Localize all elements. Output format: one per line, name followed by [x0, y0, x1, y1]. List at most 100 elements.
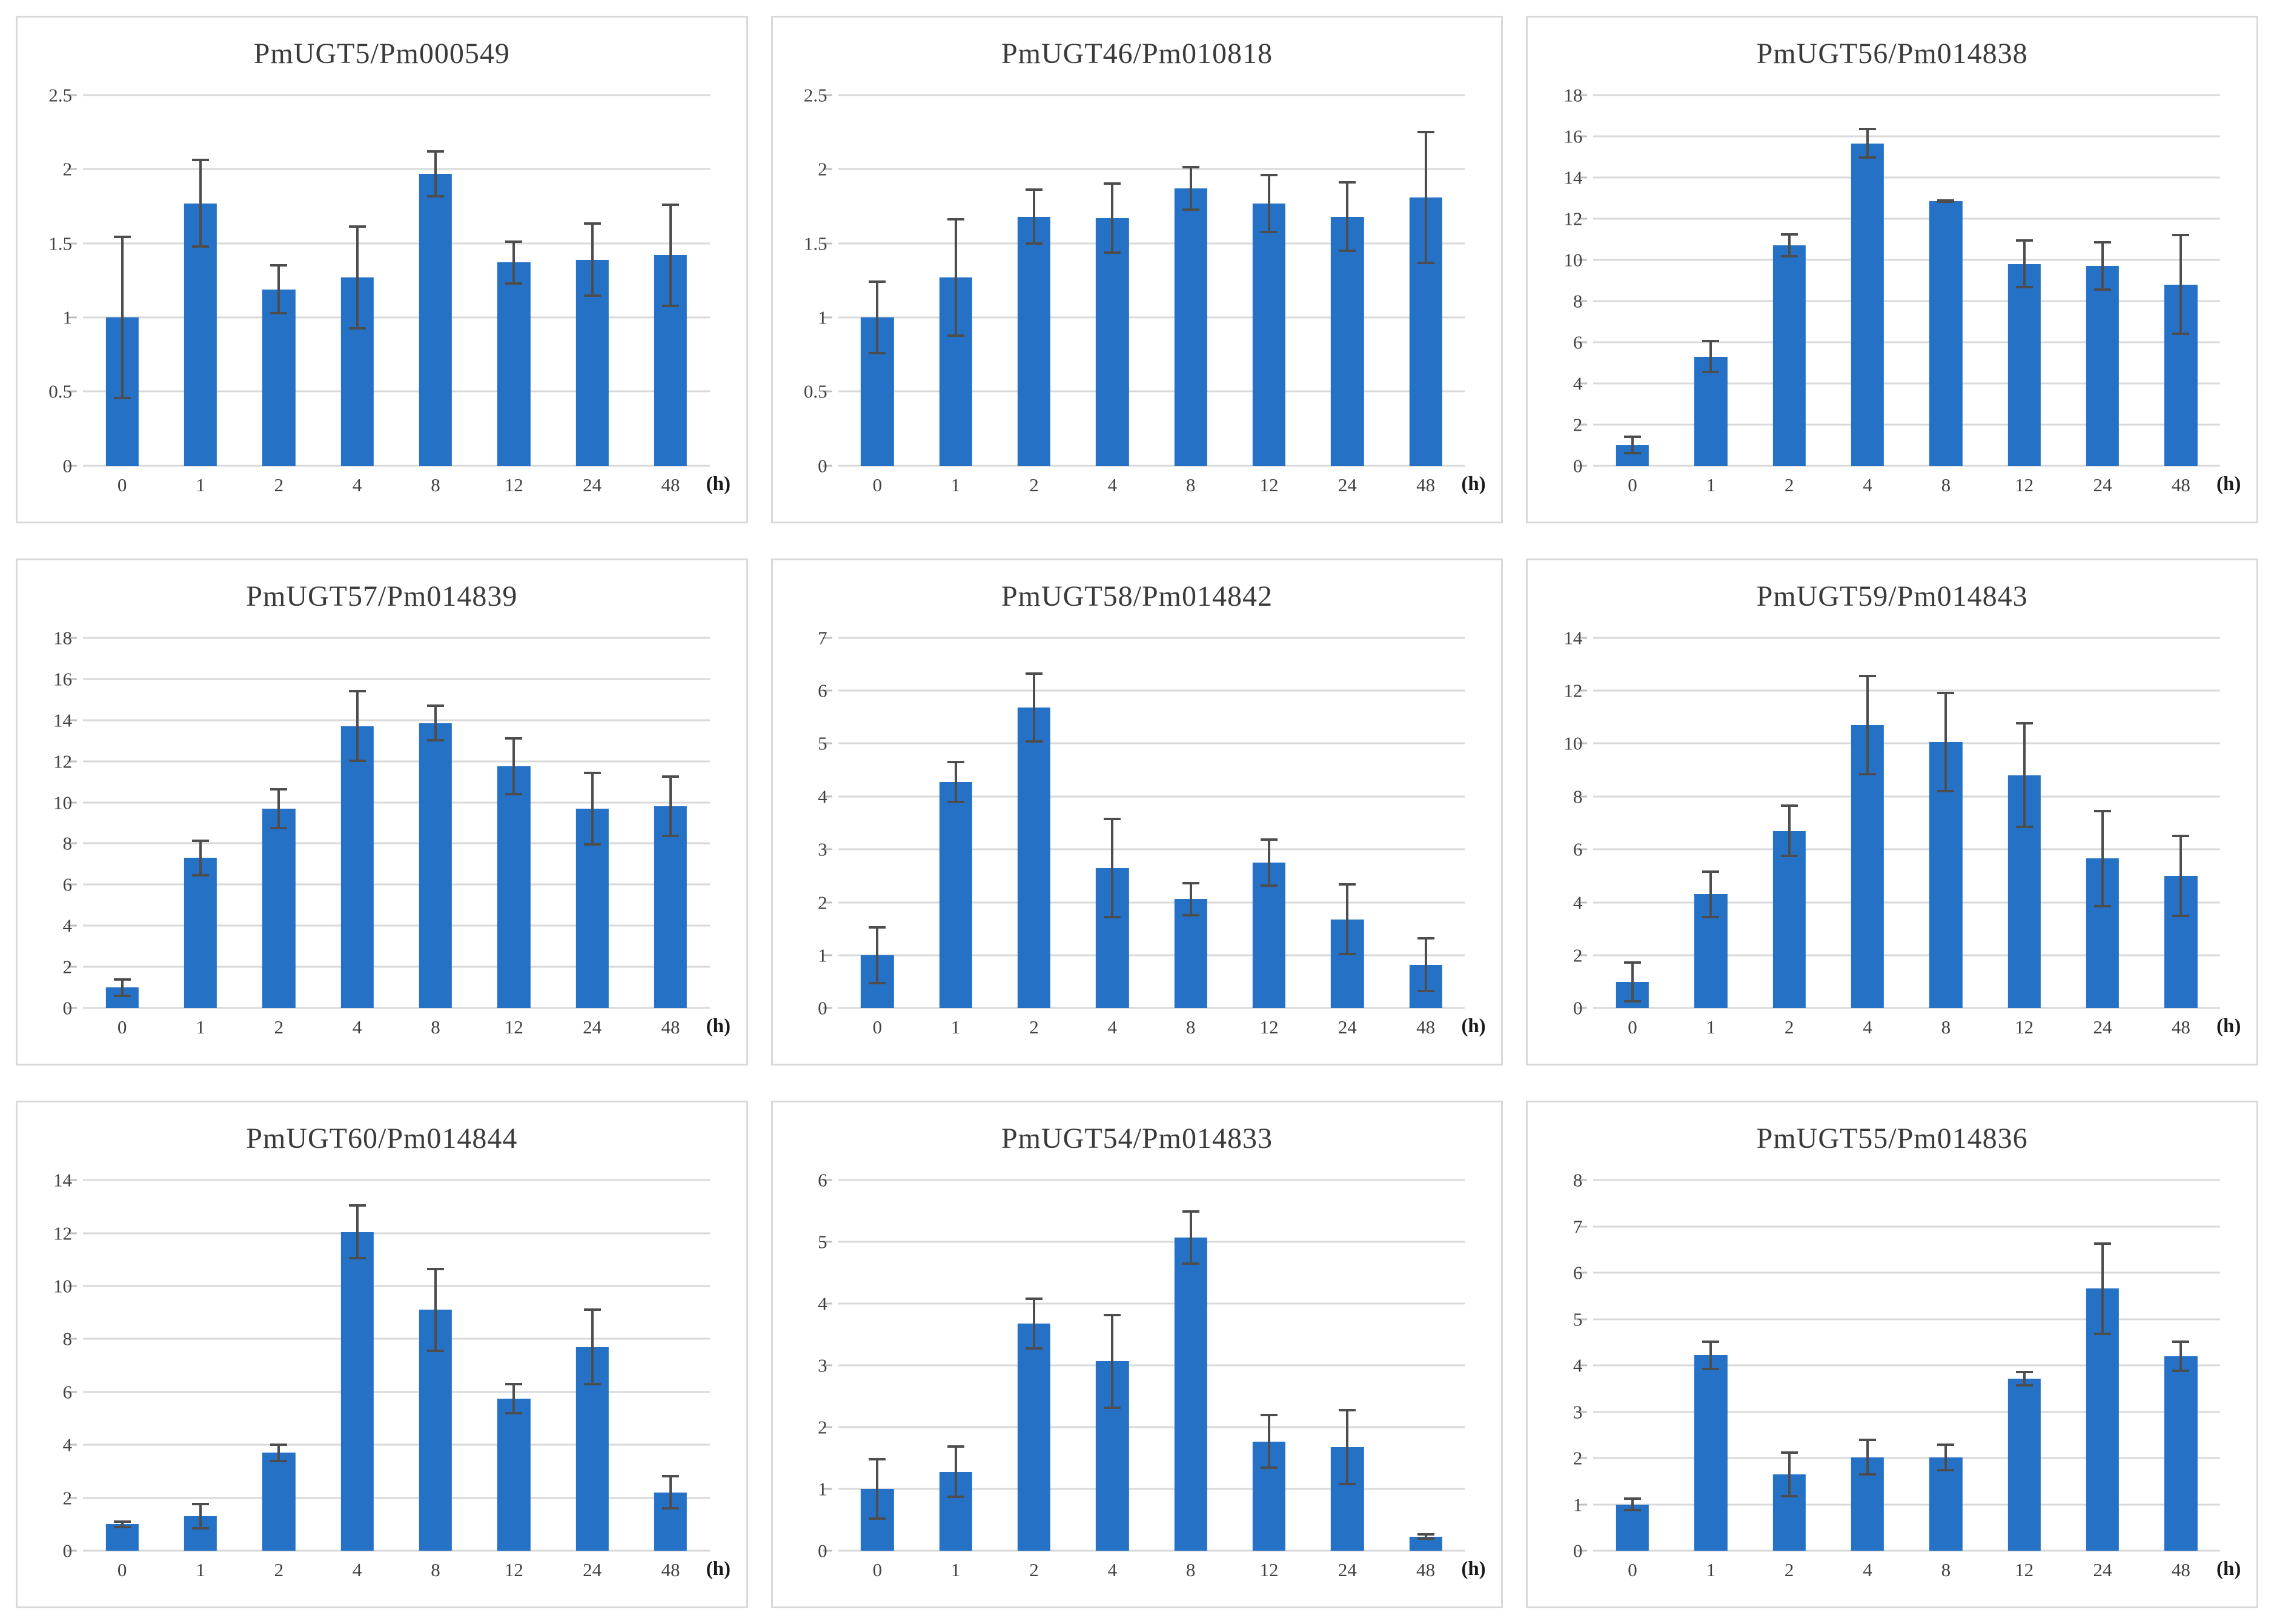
- y-tick-mark: [822, 901, 832, 904]
- x-tick-label: 4: [1107, 1559, 1118, 1580]
- error-bar-line: [1709, 1340, 1712, 1370]
- x-tick-label: 0: [872, 1559, 883, 1580]
- y-tick-mark: [67, 1179, 77, 1181]
- x-tick-label: 12: [1259, 474, 1279, 495]
- chart-panel: PmUGT46/Pm010818 0 0.5 1 1.5 2 2.5 0 1 2 4 8 12 24 48(…: [771, 16, 1503, 523]
- error-bar-cap-top: [947, 218, 964, 221]
- y-tick-label: 10: [1563, 732, 1583, 754]
- y-tick-label: 0: [818, 455, 827, 477]
- x-tick-label: 1: [950, 474, 961, 495]
- gridline: [83, 1443, 710, 1446]
- y-tick-label: 4: [818, 1293, 827, 1314]
- plot-area: 0 2 4 6 8 10 12 14 16 18 0 1 2 4 8 12 24 48 (h): [53, 628, 731, 1036]
- y-tick-mark: [1577, 1007, 1588, 1009]
- gridline: [838, 1549, 1465, 1552]
- y-tick-mark: [822, 795, 832, 798]
- y-tick-label: 16: [1563, 125, 1583, 147]
- x-tick-label: 8: [1941, 474, 1951, 495]
- gridline: [838, 390, 1465, 393]
- error-bar-cap-bottom: [2093, 905, 2111, 908]
- error-bar-line: [1189, 881, 1192, 917]
- error-bar-line: [2101, 241, 2104, 291]
- error-bar-cap-bottom: [2015, 1384, 2033, 1387]
- gridline: [838, 465, 1465, 467]
- error-bar-line: [356, 225, 359, 330]
- x-tick-label: 24: [583, 1016, 602, 1038]
- y-tick-label: 1: [62, 307, 73, 328]
- gridline: [83, 94, 710, 96]
- error-bar-line: [2023, 722, 2026, 829]
- error-bar-cap-bottom: [348, 760, 366, 763]
- y-tick-mark: [67, 966, 77, 968]
- y-tick-mark: [1577, 742, 1588, 744]
- gridline: [1593, 1271, 2220, 1274]
- error-bar-cap-top: [1780, 1451, 1798, 1454]
- error-bar-line: [954, 218, 957, 337]
- y-tick-label: 2: [62, 956, 73, 978]
- chart-panel: PmUGT55/Pm014836 0 1 2 3 4 5 6 7 8 0 1 2 4 8 12 24 48 (h): [1526, 1101, 2258, 1608]
- error-bar-cap-bottom: [270, 826, 288, 829]
- error-bar-cap-top: [1858, 128, 1876, 131]
- x-tick-label: 8: [431, 1016, 440, 1038]
- chart-panel: PmUGT57/Pm014839 0 2 4 6 8 10 12 14 16 18 0 1 2 4 8 12 24…: [16, 558, 748, 1066]
- y-tick-mark: [67, 1497, 77, 1499]
- y-tick-mark: [822, 1179, 832, 1181]
- y-tick-mark: [1577, 637, 1588, 639]
- error-bar-line: [434, 704, 437, 742]
- gridline: [83, 1007, 710, 1009]
- bar: [2007, 263, 2041, 466]
- gridline: [838, 1179, 1465, 1181]
- error-bar-line: [1788, 804, 1791, 858]
- y-tick-label: 10: [53, 792, 72, 813]
- chart-panel: PmUGT60/Pm014844 0 2 4 6 8 10 12 14 0 1 2 4 8 12 24 48 (h…: [16, 1101, 748, 1608]
- y-tick-label: 0: [1573, 997, 1583, 1019]
- y-tick-label: 8: [62, 832, 73, 854]
- y-tick-mark: [1577, 795, 1588, 798]
- bar: [262, 808, 296, 1009]
- x-tick-label: 8: [1941, 1559, 1951, 1580]
- y-tick-label: 1: [818, 1478, 827, 1500]
- y-tick-mark: [67, 637, 77, 639]
- gridline: [1593, 742, 2220, 744]
- gridline: [838, 954, 1465, 956]
- error-bar-cap-bottom: [348, 326, 366, 330]
- error-bar-line: [669, 1475, 672, 1510]
- gridline: [838, 1007, 1465, 1009]
- error-bar-cap-bottom: [1182, 208, 1199, 211]
- y-tick-mark: [1577, 217, 1588, 220]
- error-bar-line: [591, 222, 594, 297]
- error-bar-cap-top: [2015, 722, 2033, 725]
- bar: [1694, 356, 1728, 466]
- x-tick-label: 1: [1706, 1016, 1716, 1038]
- y-tick-label: 4: [1573, 373, 1583, 394]
- error-bar-line: [1944, 692, 1947, 793]
- gridline: [83, 1285, 710, 1287]
- error-bar-cap-top: [1702, 1340, 1720, 1343]
- error-bar-cap-top: [426, 704, 444, 708]
- gridline: [83, 883, 710, 886]
- y-tick-label: 12: [53, 751, 72, 772]
- error-bar-cap-bottom: [583, 294, 601, 297]
- x-tick-label: 4: [1863, 474, 1872, 495]
- y-tick-mark: [822, 637, 832, 639]
- y-tick-label: 6: [818, 1169, 827, 1191]
- x-unit-label: (h): [706, 1015, 731, 1038]
- y-tick-mark: [67, 760, 77, 763]
- y-tick-mark: [67, 801, 77, 803]
- y-tick-mark: [822, 1302, 832, 1305]
- error-bar-cap-bottom: [661, 1507, 679, 1510]
- gridline: [83, 678, 710, 680]
- error-bar-line: [434, 1267, 437, 1353]
- x-tick-label: 0: [1628, 474, 1637, 495]
- error-bar-cap-top: [1937, 1443, 1955, 1446]
- error-bar-cap-bottom: [1339, 1482, 1356, 1485]
- error-bar-cap-top: [1417, 937, 1434, 940]
- x-tick-label: 8: [1941, 1016, 1951, 1038]
- error-bar-cap-top: [505, 1382, 523, 1385]
- error-bar-line: [121, 1520, 124, 1528]
- error-bar-cap-bottom: [1780, 855, 1798, 858]
- y-tick-label: 3: [818, 1354, 827, 1376]
- error-bar-cap-bottom: [1417, 261, 1434, 264]
- error-bar-line: [1267, 1413, 1270, 1470]
- error-bar-line: [277, 1443, 280, 1462]
